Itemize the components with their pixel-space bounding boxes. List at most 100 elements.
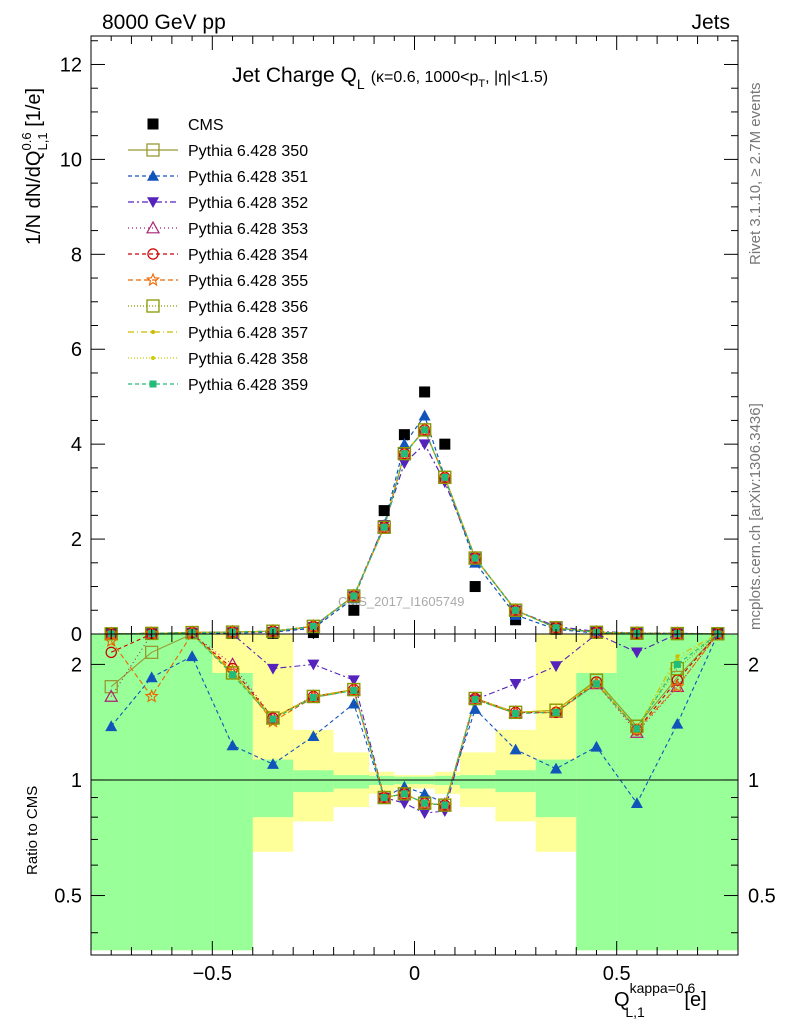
series-7-point [397, 447, 412, 461]
legend: CMS Pythia 6.428 350 Pythia 6.428 351 Pythi… [128, 117, 308, 394]
series-2-ratio-point [186, 650, 199, 662]
legend-label: Pythia 6.428 353 [188, 221, 308, 238]
series-10-point [380, 523, 388, 531]
series-7-ratio-point [347, 682, 361, 697]
series-1-ratio-point [145, 645, 159, 659]
series-7-point [145, 626, 159, 641]
band-inner-bin [252, 759, 294, 818]
series-2-ratio-point [590, 740, 603, 752]
header-right: Jets [691, 11, 730, 34]
legend-label: Pythia 6.428 355 [188, 273, 308, 290]
series-3-ratio-point [266, 663, 279, 675]
series-10-ratio-line [111, 633, 719, 806]
y-tick-label: 6 [71, 339, 82, 361]
ratio-tick-label-left: 0.5 [54, 886, 82, 908]
legend-marker [145, 272, 161, 287]
series-2-ratio-point [145, 671, 158, 683]
series-10-point [441, 473, 449, 481]
plot-title: Jet Charge QL (κ=0.6, 1000<pT, |η|<1.5) [232, 64, 548, 92]
series-7-ratio-point [225, 666, 240, 680]
series-10-ratio-point [421, 799, 429, 807]
ratio-bands [91, 634, 738, 951]
series-5-ratio-point [267, 712, 279, 724]
series-10-ratio-point [400, 790, 408, 798]
series-3-ratio-point [509, 679, 522, 690]
series-7-point [347, 589, 361, 603]
series-7-point [468, 551, 482, 565]
legend-marker [151, 356, 155, 360]
series-3-ratio-point [630, 647, 643, 659]
series-2-ratio-point [105, 720, 118, 732]
legend-label: Pythia 6.428 352 [188, 195, 308, 212]
series-10-ratio-point [592, 680, 600, 688]
series-2-ratio-point [509, 743, 522, 755]
series-10-point [309, 622, 317, 630]
series-10-point [350, 592, 358, 600]
series-7-ratio-point [266, 711, 280, 725]
series-2-ratio-point [550, 762, 563, 774]
series-10-ratio-point [441, 801, 449, 809]
series-7-ratio-point [549, 703, 563, 717]
series-10-ratio-point [350, 687, 358, 695]
series-3-ratio-point [550, 661, 563, 673]
series-4-ratio-point [670, 679, 685, 693]
rivet-label: Rivet 3.1.10, ≥ 2.7M events [747, 83, 764, 266]
series-10-point [471, 554, 479, 562]
series-1-ratio-point [104, 680, 118, 694]
series-10-ratio-point [269, 715, 277, 723]
band-inner-bin [616, 634, 658, 951]
series-10-ratio-point [309, 693, 317, 701]
legend-marker [151, 330, 155, 334]
series-7-point [508, 603, 523, 617]
series-7-ratio-point [468, 691, 482, 706]
band-inner-bin [576, 672, 617, 951]
series-2-ratio-point [469, 703, 482, 714]
mcplots-label: mcplots.cern.ch [arXiv:1306.3436] [747, 403, 764, 630]
series-2-ratio-point [226, 739, 239, 751]
legend-label: Pythia 6.428 358 [188, 351, 308, 368]
series-0-point [419, 386, 431, 398]
series-3-ratio-point [398, 798, 411, 810]
ratio-tick-label-right: 2 [748, 654, 759, 676]
legend-label: CMS [188, 117, 224, 134]
legend-label: Pythia 6.428 357 [188, 325, 308, 342]
series-0-point [348, 604, 360, 616]
series-2-ratio-point [418, 787, 431, 799]
watermark: CMS_2017_I1605749 [338, 594, 465, 609]
legend-marker [147, 170, 159, 181]
series-2-point [418, 409, 431, 421]
legend-marker [145, 220, 161, 234]
series-7-point [438, 470, 452, 485]
band-inner-bin [697, 634, 738, 951]
ratio-axis-label: Ratio to CMS [24, 786, 41, 875]
legend-marker [147, 197, 159, 208]
series-10-point [552, 624, 560, 632]
series-10-ratio-point [512, 709, 520, 717]
series-2-ratio-point [630, 797, 643, 808]
series-7-ratio-line [111, 633, 719, 806]
band-inner-bin [495, 770, 536, 793]
series-10-line [111, 428, 718, 635]
header-left: 8000 GeV pp [102, 11, 226, 34]
band-inner-bin [212, 672, 253, 951]
legend-label: Pythia 6.428 354 [188, 247, 308, 264]
series-6-ratio-point [144, 689, 159, 703]
legend-label: Pythia 6.428 359 [188, 377, 308, 394]
series-7-ratio-point [397, 787, 412, 801]
series-10-point [512, 606, 520, 614]
band-inner-bin [131, 634, 172, 951]
series-3-ratio-point [418, 808, 431, 820]
series-7-point [630, 626, 644, 640]
series-10-point [421, 426, 429, 434]
y-tick-label: 2 [71, 529, 82, 551]
series-2-point [398, 438, 411, 449]
series-0-point [398, 429, 410, 441]
series-3-ratio-point [347, 675, 360, 687]
ratio-tick-label-left: 2 [71, 654, 82, 676]
series-10-ratio-point [229, 671, 237, 679]
y-tick-label: 10 [60, 149, 82, 171]
series-2-ratio-point [347, 697, 360, 709]
y-tick-label: 0 [71, 624, 82, 646]
legend-label: Pythia 6.428 356 [188, 299, 308, 316]
